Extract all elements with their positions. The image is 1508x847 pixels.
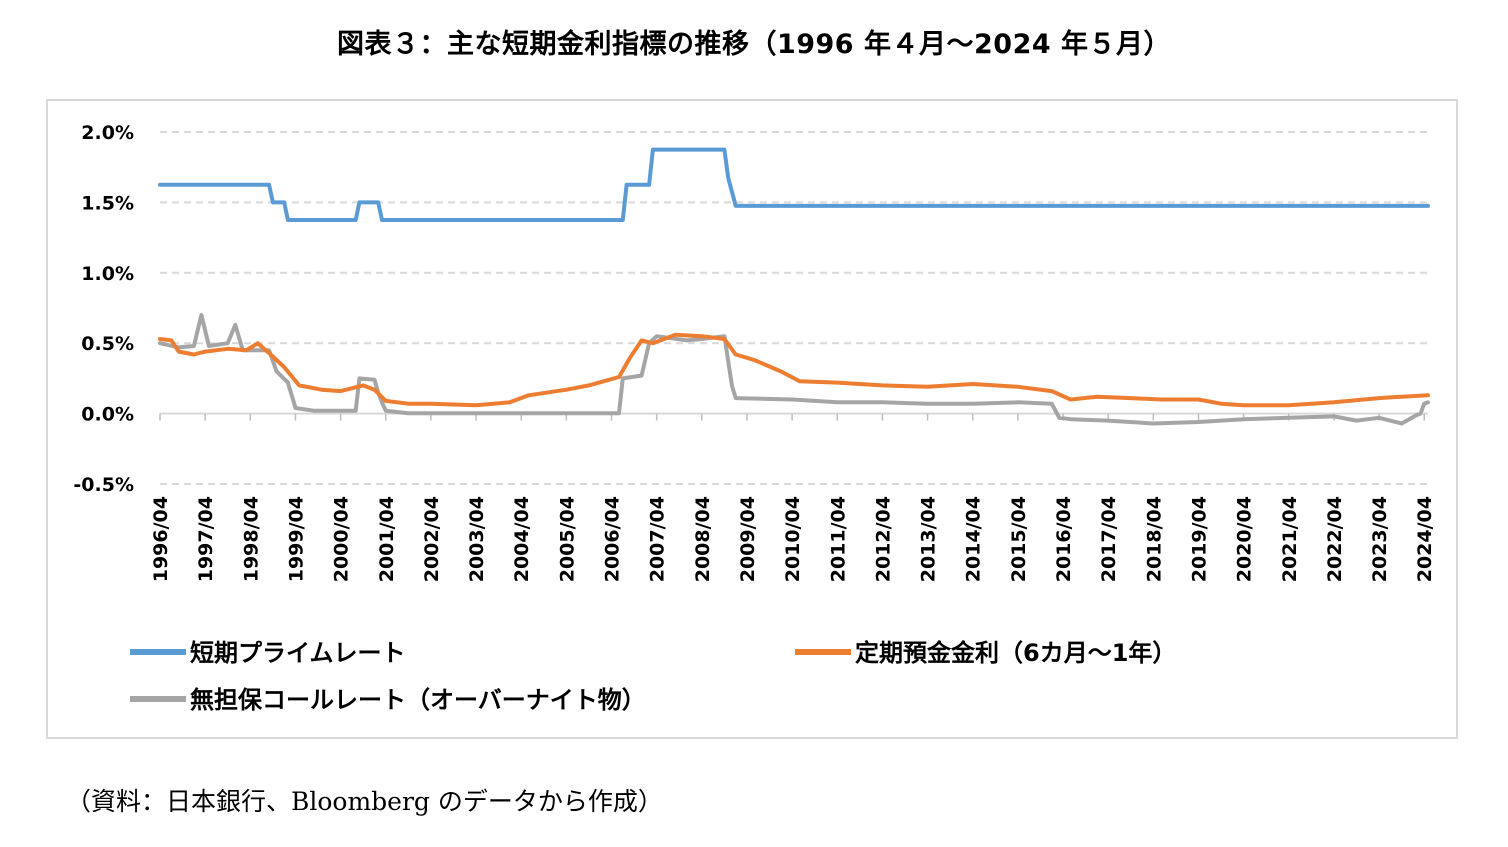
x-tick-label: 2006/04	[602, 496, 624, 582]
x-tick-label: 1997/04	[195, 496, 217, 582]
x-tick-label: 2001/04	[376, 496, 398, 582]
y-axis: 2.0% 1.5% 1.0% 0.5% 0.0% -0.5%	[73, 122, 134, 496]
source-note: （資料：日本銀行、Bloomberg のデータから作成）	[66, 787, 663, 816]
legend-label: 定期預金金利（6カ月～1年）	[855, 639, 1176, 667]
series-line	[158, 147, 1430, 222]
x-tick-label: 2023/04	[1369, 496, 1391, 582]
x-tick-label: 2004/04	[511, 496, 533, 582]
legend-label: 短期プライムレート	[190, 639, 406, 667]
legend: 短期プライムレート 定期預金金利（6カ月～1年） 無担保コールレート（オーバーナイト…	[130, 639, 1176, 714]
x-tick-label: 2020/04	[1234, 496, 1256, 582]
x-tick-label: 1999/04	[285, 496, 307, 582]
x-tick-label: 2015/04	[1008, 496, 1030, 582]
x-tick-label: 2011/04	[827, 496, 849, 582]
x-tick-label: 2008/04	[692, 496, 714, 582]
x-tick-label: 2017/04	[1098, 496, 1120, 582]
chart-frame	[46, 99, 1458, 739]
x-axis: 1996/04 1997/04 1998/04 1999/04 2000/04 2001/…	[150, 412, 1436, 582]
x-tick-label: 2000/04	[331, 496, 353, 582]
x-tick-label: 2002/04	[421, 496, 443, 582]
grid-lines	[160, 131, 1428, 485]
x-tick-label: 2021/04	[1279, 496, 1301, 582]
x-tick-label: 2019/04	[1188, 496, 1210, 582]
x-tick-label: 1996/04	[150, 496, 172, 582]
x-tick-label: 2012/04	[872, 496, 894, 582]
x-tick-label: 2010/04	[782, 496, 804, 582]
x-tick-label: 2005/04	[556, 496, 578, 582]
y-tick-label: 0.0%	[81, 404, 134, 426]
x-tick-label: 2022/04	[1324, 496, 1346, 582]
series-line	[158, 313, 1430, 426]
series-lines	[158, 147, 1430, 426]
legend-label: 無担保コールレート（オーバーナイト物）	[190, 686, 646, 714]
chart-title: 図表３：主な短期金利指標の推移（1996 年４月～2024 年５月）	[336, 29, 1172, 60]
x-tick-label: 2016/04	[1053, 496, 1075, 582]
y-tick-label: 1.5%	[81, 192, 134, 214]
x-tick-label: 2018/04	[1143, 496, 1165, 582]
x-tick-label: 2013/04	[918, 496, 940, 582]
x-tick-label: 2009/04	[737, 496, 759, 582]
x-tick-label: 2007/04	[647, 496, 669, 582]
y-tick-label: 2.0%	[81, 122, 134, 144]
series-line	[158, 332, 1430, 408]
y-tick-label: -0.5%	[73, 474, 134, 496]
y-tick-label: 0.5%	[81, 333, 134, 355]
x-tick-label: 2024/04	[1414, 496, 1436, 582]
x-tick-label: 2003/04	[466, 496, 488, 582]
x-tick-label: 1998/04	[240, 496, 262, 582]
x-tick-label: 2014/04	[963, 496, 985, 582]
y-tick-label: 1.0%	[81, 263, 134, 285]
